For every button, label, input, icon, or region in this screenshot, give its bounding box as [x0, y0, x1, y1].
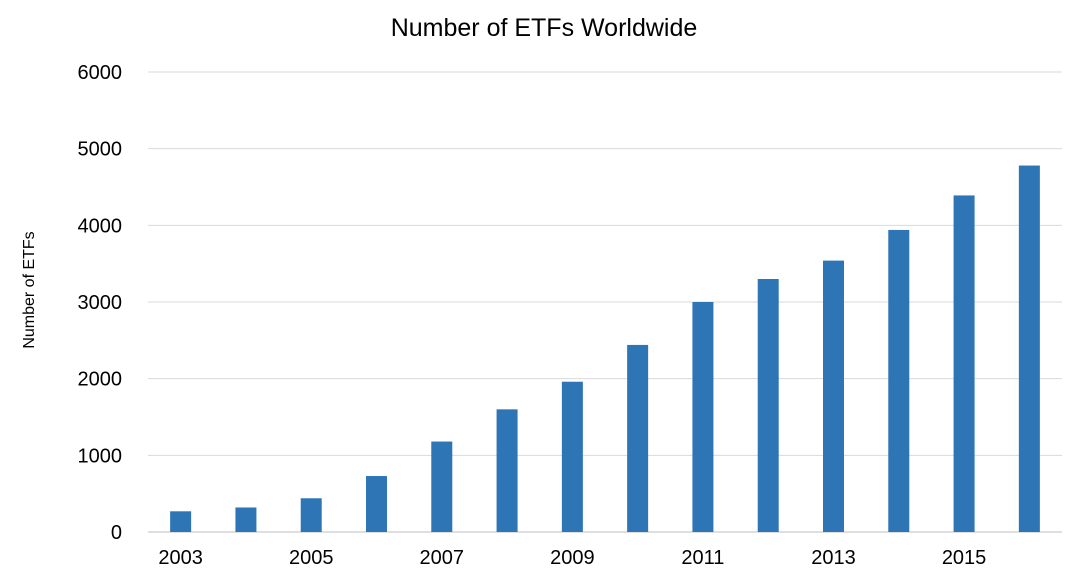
x-tick-label: 2015 [942, 547, 987, 569]
bar-2013 [823, 260, 844, 532]
bar-2007 [431, 441, 453, 532]
x-tick-label: 2005 [289, 547, 334, 569]
bars [170, 165, 1040, 533]
x-tick-label: 2013 [811, 547, 856, 569]
bar-2004 [235, 507, 257, 532]
y-tick-labels: 0 1000 2000 3000 4000 5000 6000 [78, 62, 123, 544]
bar-2014 [888, 229, 910, 532]
y-tick-label: 2000 [78, 369, 123, 391]
gridlines [148, 71, 1062, 533]
y-tick-label: 6000 [78, 62, 123, 84]
bar-2012 [757, 279, 779, 532]
bar-2015 [953, 195, 975, 532]
bar-2008 [496, 409, 518, 532]
x-tick-label: 2011 [681, 547, 724, 569]
x-tick-labels: 2003 2005 2007 2009 2011 2013 2015 [158, 547, 986, 569]
bar-2006 [366, 476, 387, 532]
bar-2009 [561, 381, 583, 532]
chart-title: Number of ETFs Worldwide [390, 14, 698, 42]
x-tick-label: 2003 [158, 547, 203, 569]
bar-2010 [627, 344, 649, 532]
y-tick-label: 3000 [78, 292, 123, 314]
bar-2016 [1018, 165, 1040, 533]
y-tick-label: 4000 [78, 215, 123, 237]
x-tick-label: 2009 [550, 547, 595, 569]
x-tick-label: 2007 [420, 547, 465, 569]
bar-2011 [692, 302, 714, 532]
y-tick-label: 1000 [78, 445, 123, 467]
y-tick-label: 5000 [78, 139, 123, 161]
bar-2005 [300, 498, 322, 532]
y-tick-label: 0 [111, 522, 122, 544]
bar-2003 [170, 511, 192, 532]
